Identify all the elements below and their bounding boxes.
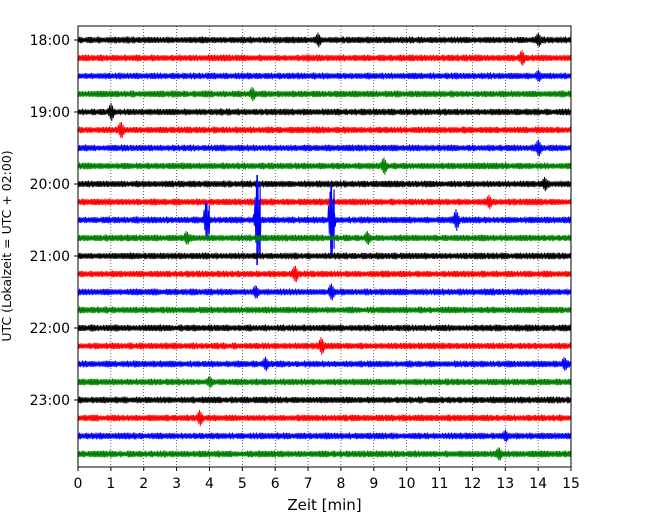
x-tick-label: 4 — [205, 476, 214, 492]
trace-line — [77, 32, 572, 48]
x-tick-label: 13 — [496, 476, 514, 492]
trace-line — [77, 102, 572, 122]
trace-line — [77, 194, 572, 210]
trace-line — [77, 265, 572, 283]
x-tick-label: 6 — [271, 476, 280, 492]
y-tick-label: 21:00 — [30, 249, 70, 265]
x-tick-label: 2 — [139, 476, 148, 492]
trace-line — [77, 429, 572, 443]
y-tick-label: 20:00 — [30, 177, 70, 193]
trace-line — [77, 180, 572, 260]
trace-line — [77, 230, 572, 246]
y-tick-label: 18:00 — [30, 33, 70, 49]
y-tick-label: 22:00 — [30, 321, 70, 337]
trace-line — [77, 50, 572, 66]
trace-line — [77, 306, 572, 314]
x-tick-label: 8 — [336, 476, 345, 492]
trace-line — [77, 396, 572, 404]
y-axis: 18:00 19:00 20:00 21:00 22:00 23:00 — [30, 33, 78, 409]
y-axis-label: UTC (Lokalzeit = UTC + 02:00) — [0, 150, 14, 341]
x-tick-label: 3 — [172, 476, 181, 492]
trace-line — [77, 447, 572, 461]
y-tick-label: 23:00 — [30, 393, 70, 409]
trace-line — [77, 139, 572, 157]
x-tick-label: 12 — [463, 476, 481, 492]
x-tick-label: 1 — [106, 476, 115, 492]
plot-frame — [77, 25, 572, 468]
x-tick-label: 5 — [238, 476, 247, 492]
y-tick-label: 19:00 — [30, 105, 70, 121]
x-tick-label: 15 — [562, 476, 580, 492]
x-tick-label: 0 — [74, 476, 83, 492]
trace-group — [77, 32, 572, 461]
trace-line — [77, 252, 572, 260]
trace-line — [77, 356, 572, 372]
x-tick-label: 10 — [398, 476, 416, 492]
x-tick-label: 7 — [304, 476, 313, 492]
x-tick-label: 9 — [369, 476, 378, 492]
x-axis: 0 1 2 3 4 5 6 7 8 9 10 11 12 13 14 15 — [74, 467, 580, 492]
trace-line — [77, 122, 572, 138]
x-tick-label: 14 — [529, 476, 547, 492]
x-axis-label: Zeit [min] — [287, 496, 361, 514]
trace-line — [77, 376, 572, 388]
x-tick-label: 11 — [431, 476, 449, 492]
trace-line — [77, 157, 572, 175]
trace-line — [77, 176, 572, 192]
trace-line — [77, 324, 572, 332]
trace-line — [77, 409, 572, 427]
trace-line — [77, 69, 572, 83]
trace-line — [77, 283, 572, 301]
trace-line — [77, 86, 572, 102]
trace-line — [77, 337, 572, 355]
